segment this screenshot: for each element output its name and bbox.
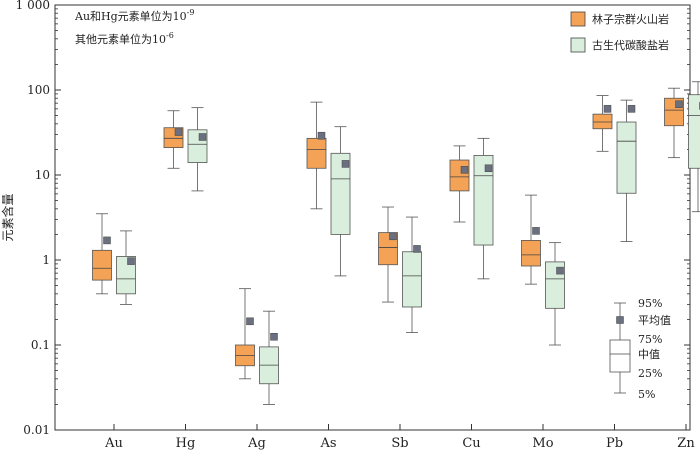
box-group-Mo-1 — [545, 242, 565, 346]
x-tick-label: Au — [104, 436, 123, 451]
box-group-Mo-0 — [521, 194, 541, 285]
x-tick-label: Ag — [247, 436, 266, 451]
box-iqr — [473, 155, 494, 246]
mean-marker — [460, 166, 469, 174]
mean-marker — [317, 131, 326, 140]
y-tick-label: 1 — [42, 253, 50, 267]
y-tick-label: 0.1 — [31, 338, 50, 352]
mean-marker — [246, 317, 254, 326]
box-group-Ag-1 — [259, 310, 279, 405]
legend-label: 古生代碳酸盐岩 — [592, 38, 669, 52]
box-iqr — [378, 232, 398, 266]
legend-swatch — [570, 11, 586, 27]
y-axis-label: 元素含量 — [0, 193, 15, 241]
box-iqr — [330, 152, 351, 235]
box-group-Hg-0 — [163, 110, 184, 169]
key-box — [609, 339, 631, 373]
mean-marker — [484, 164, 493, 173]
key-label-p95: 95% — [638, 297, 662, 310]
unit-notes: Au和Hg元素单位为10-9 其他元素单位为10-6 — [74, 8, 194, 46]
mean-marker — [556, 266, 564, 275]
box-group-As-1 — [330, 126, 351, 277]
plot-frame — [54, 4, 691, 431]
box-series — [92, 81, 700, 405]
legend-label: 林子宗群火山岩 — [592, 12, 669, 26]
box-iqr — [616, 121, 637, 194]
box-iqr — [521, 240, 541, 267]
box-group-Cu-0 — [449, 145, 470, 223]
unit-note-exponent: -6 — [166, 31, 174, 40]
mean-marker — [603, 105, 612, 113]
box-group-Sb-0 — [378, 206, 398, 303]
unit-note-text: 其他元素单位为10 — [75, 32, 166, 46]
x-tick-label: Pb — [606, 436, 623, 451]
y-tick-label: 1 000 — [16, 0, 50, 12]
mean-marker — [198, 133, 207, 141]
mean-marker — [532, 227, 540, 235]
x-tick-label: Hg — [176, 436, 196, 451]
box-group-Cu-1 — [473, 137, 494, 280]
unit-note: 其他元素单位为10-6 — [75, 31, 174, 46]
box-group-Au-1 — [116, 230, 136, 305]
key-label-q3: 75% — [638, 333, 662, 346]
box-group-As-0 — [306, 101, 327, 210]
y-tick-label: 0.01 — [23, 423, 50, 437]
unit-note-text: Au和Hg元素单位为10 — [74, 9, 187, 23]
mean-marker — [174, 128, 183, 136]
mean-marker — [675, 100, 683, 108]
box-key: 95% 平均值 75% 中值 25% 5% — [609, 297, 671, 401]
x-tick-label: Mo — [532, 436, 553, 451]
key-label-q1: 25% — [638, 367, 662, 380]
box-iqr — [592, 113, 613, 130]
x-tick-label: Cu — [462, 436, 480, 451]
unit-note-exponent: -9 — [187, 8, 195, 17]
box-group-Pb-0 — [592, 95, 613, 152]
box-group-Sb-1 — [402, 216, 422, 333]
box-group-Hg-1 — [187, 107, 208, 192]
unit-note: Au和Hg元素单位为10-9 — [74, 8, 194, 23]
key-label-median: 中值 — [638, 348, 660, 361]
box-group-Pb-1 — [616, 99, 637, 242]
key-label-mean: 平均值 — [638, 314, 671, 327]
box-iqr — [116, 256, 136, 295]
y-tick-label: 100 — [27, 83, 50, 97]
key-label-p5: 5% — [638, 388, 655, 401]
box-iqr — [306, 137, 327, 169]
box-group-Ag-0 — [235, 288, 255, 380]
box-group-Zn-0 — [664, 87, 684, 159]
mean-marker — [389, 232, 397, 241]
mean-marker — [627, 105, 636, 113]
x-tick-label: Zn — [677, 436, 695, 451]
mean-marker — [103, 236, 111, 245]
key-mean-marker — [616, 316, 624, 324]
x-tick-label: As — [319, 436, 336, 451]
box-iqr — [402, 251, 422, 308]
mean-marker — [341, 160, 350, 168]
mean-marker — [127, 257, 135, 265]
box-iqr — [449, 159, 470, 192]
box-iqr — [92, 249, 112, 281]
mean-marker — [270, 333, 278, 341]
box-iqr — [688, 94, 700, 169]
box-group-Zn-1 — [688, 81, 700, 213]
y-tick-label: 10 — [35, 168, 50, 182]
box-group-Au-0 — [92, 213, 112, 295]
legend-swatch — [570, 37, 586, 53]
x-tick-label: Sb — [391, 436, 408, 451]
mean-marker — [413, 245, 421, 253]
